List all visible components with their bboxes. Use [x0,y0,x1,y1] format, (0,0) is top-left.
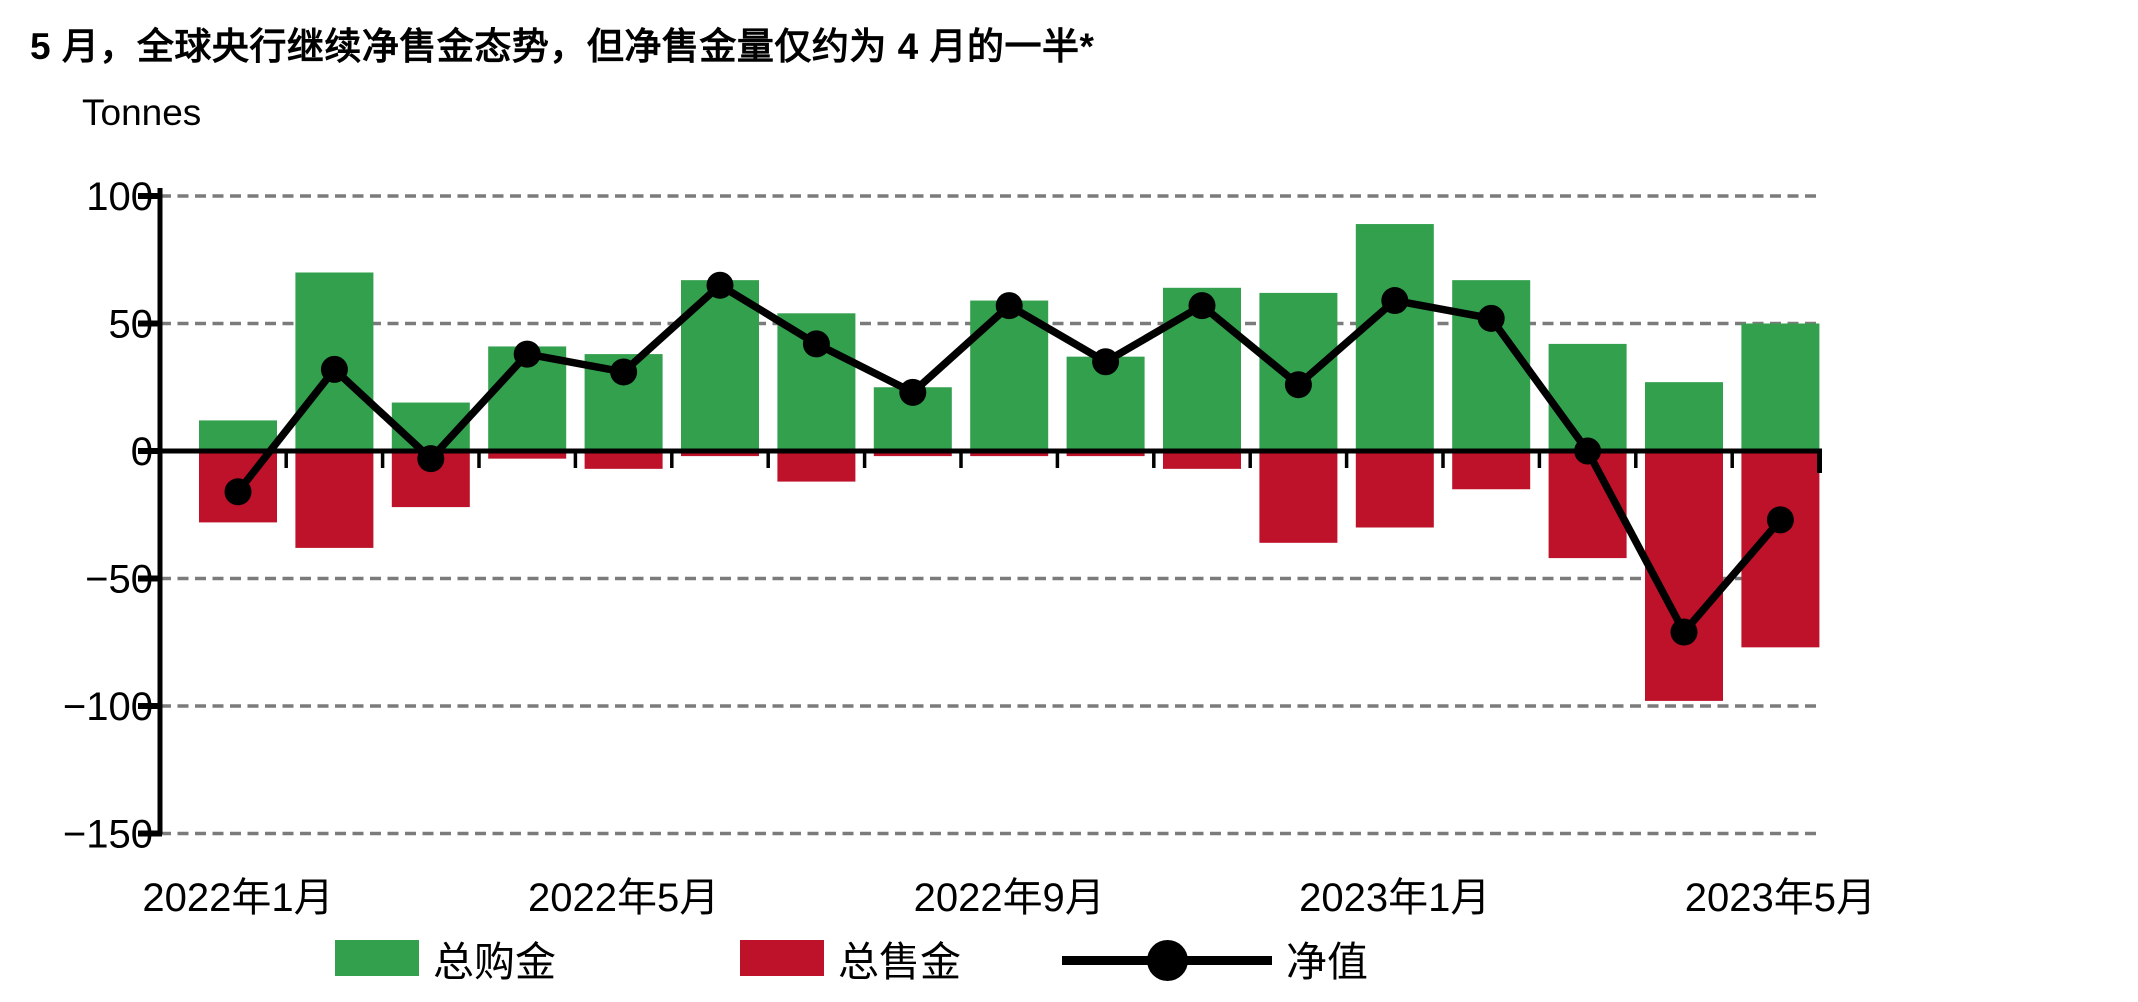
bar-gross-sales-2022年10月 [1066,451,1145,457]
x-tick-label-2023年5月: 2023年5月 [1685,876,1876,920]
net-line-sample-dot [1147,940,1188,981]
legend-item-net: 净值 [1062,933,1368,985]
net-dot-2023年2月 [1477,304,1505,332]
net-dot-2022年5月 [610,358,638,386]
net-dot-2023年3月 [1574,437,1602,465]
bar-gross-sales-2022年5月 [584,451,663,469]
x-tick-label-2022年5月: 2022年5月 [528,876,719,920]
bar-gross-sales-2022年6月 [681,451,759,457]
bar-gross-sales-2022年8月 [873,451,952,457]
bar-gross-sales-2023年1月 [1355,451,1434,528]
net-dot-2023年5月 [1766,506,1794,534]
net-dot-2022年12月 [1284,371,1312,399]
net-dot-2022年8月 [899,378,927,406]
bar-gross-sales-2022年4月 [488,451,567,459]
bar-gross-purchases-2022年1月 [199,420,277,451]
net-dot-2022年9月 [995,292,1023,320]
legend-item-gross-purchases: 总购金 [335,933,556,985]
gross-sales-label: 总售金 [838,939,961,985]
net-dot-2023年1月 [1381,287,1409,315]
net-dot-2023年4月 [1670,618,1698,646]
gross-purchases-swatch [335,940,419,976]
bar-gross-sales-2022年9月 [970,451,1049,457]
bar-gross-purchases-2023年4月 [1645,382,1723,451]
x-tick-label-2022年9月: 2022年9月 [914,876,1105,920]
bar-gross-sales-2023年2月 [1452,451,1531,490]
bar-gross-purchases-2023年5月 [1741,323,1820,451]
gross-purchases-label: 总购金 [433,939,556,985]
net-label: 净值 [1286,939,1368,985]
y-tick-label--150: −150 [63,813,153,857]
net-dot-2022年11月 [1188,292,1216,320]
net-dot-2022年3月 [417,445,445,473]
x-tick-label-2023年1月: 2023年1月 [1299,876,1490,920]
x-tick-label-2022年1月: 2022年1月 [142,876,333,920]
net-line-sample [1062,933,1272,983]
bar-gross-sales-2022年11月 [1163,451,1241,469]
chart-legend: 总购金 总售金 净值 [0,933,2138,985]
bar-gross-sales-2022年7月 [777,451,856,482]
chart-title: 5 月，全球央行继续净售金态势，但净售金量仅约为 4 月的一半* [30,26,1095,67]
net-dot-2022年4月 [513,340,541,368]
net-dot-2022年10月 [1092,348,1120,376]
legend-item-gross-sales: 总售金 [740,933,961,985]
y-tick-label--100: −100 [63,685,153,729]
net-dot-2022年7月 [802,330,830,358]
net-dot-2022年2月 [320,355,348,383]
y-axis-unit-label: Tonnes [82,92,202,133]
y-tick-label-0: 0 [131,430,153,474]
y-tick-label-50: 50 [109,303,154,347]
bar-gross-sales-2022年12月 [1259,451,1338,543]
bar-gross-sales-2022年2月 [295,451,374,548]
y-tick-label--50: −50 [85,558,153,602]
net-dot-2022年1月 [224,478,252,506]
net-dot-2022年6月 [706,271,734,299]
bar-gross-purchases-2023年1月 [1355,224,1434,451]
gross-sales-swatch [740,940,824,976]
bar-gross-purchases-2023年3月 [1548,343,1627,451]
y-tick-label-100: 100 [86,175,153,219]
